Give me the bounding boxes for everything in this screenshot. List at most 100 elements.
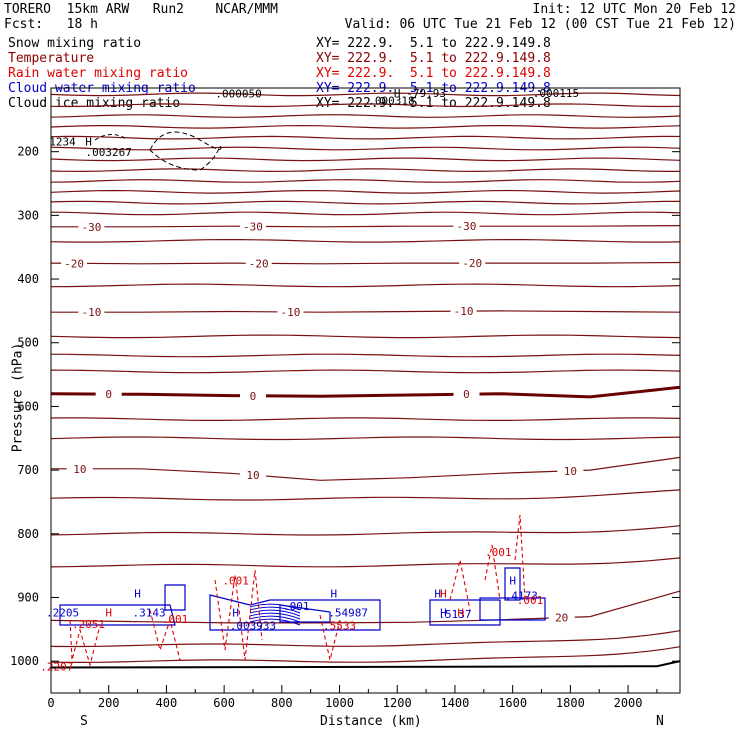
header-left-2: Fcst: 18 h: [4, 17, 98, 32]
temperature-contour: [50, 436, 681, 441]
contour-label-bg: [239, 389, 266, 402]
temperature-contour: [50, 124, 681, 129]
rain-contour: [484, 544, 501, 601]
rain-contour: [69, 619, 101, 668]
contour-label: 0: [463, 388, 470, 401]
x-tick-label: 600: [213, 696, 235, 710]
x-tick-label: 1800: [556, 696, 585, 710]
x-tick-label: 1600: [498, 696, 527, 710]
x-tick-label: 1200: [383, 696, 412, 710]
cloud-water-contour: [209, 594, 381, 631]
value-label: H: [330, 587, 337, 600]
legend-entry-name: Temperature: [8, 51, 95, 66]
cloud-water-contour: [479, 597, 546, 621]
contour-label: 10: [246, 469, 259, 482]
contour-label: -30: [81, 221, 101, 234]
contour-label-bg: [245, 257, 272, 270]
value-label: .003933: [230, 619, 276, 632]
contour-label: -30: [457, 220, 477, 233]
value-label: .001: [485, 546, 512, 559]
value-label: -79.93: [406, 87, 446, 100]
y-tick-label: 200: [17, 145, 39, 159]
temperature-contour: [50, 283, 681, 288]
x-tick-label: 800: [271, 696, 293, 710]
contour-label: 10: [73, 463, 86, 476]
contour-label: -10: [81, 306, 101, 319]
cloud-water-contour: [249, 606, 301, 614]
snow-contour: [94, 134, 126, 141]
y-tick-label: 600: [17, 399, 39, 413]
value-label: .2051: [72, 618, 105, 631]
y-tick-label: 1000: [10, 654, 39, 668]
cloud-water-contour: [249, 603, 301, 611]
contour-label-bg: [450, 305, 477, 318]
temperature-contour: [50, 489, 681, 501]
value-label: 1234: [49, 135, 76, 148]
rain-contour: [449, 559, 471, 611]
temperature-contour: [50, 557, 681, 568]
legend-entry-xy: XY= 222.9. 5.1 to 222.9.149.8: [316, 51, 551, 66]
temperature-contour-10: [51, 456, 681, 481]
contour-label: -20: [462, 257, 482, 270]
contour-label-bg: [95, 388, 122, 401]
value-label: .001: [222, 575, 249, 588]
contour-label-bg: [78, 306, 105, 319]
legend-entry-name: Cloud ice mixing ratio: [8, 96, 181, 111]
contour-label: -20: [64, 257, 84, 270]
mixing-ratio-contours: [59, 131, 546, 668]
contour-label-bg: [453, 220, 480, 233]
contour-label-bg: [548, 611, 575, 624]
value-label: H: [394, 87, 401, 100]
temperature-contour: [50, 630, 681, 648]
x-tick-label: 0: [47, 696, 54, 710]
value-label: .5137: [438, 608, 471, 621]
temperature-contour: [50, 200, 680, 205]
contour-label-bg: [78, 220, 105, 233]
temperature-contour--10: [51, 310, 681, 313]
surface-line: [50, 660, 681, 669]
temperature-contours: -30 -30 -30 -20 -20 -20 -10 -10 -10 0 0 0 10 10 10 20: [50, 92, 681, 669]
value-label: .000050: [215, 88, 261, 101]
y-tick-label: 500: [17, 336, 39, 350]
value-label: .001: [162, 613, 189, 626]
temperature-contour: [50, 114, 681, 118]
y-axis-label: Pressure (hPa): [10, 342, 26, 453]
value-label: .54987: [328, 607, 368, 620]
contour-label-bg: [557, 464, 584, 477]
value-label: .4173: [505, 589, 538, 602]
value-label: .5533: [323, 619, 356, 632]
axes: 0 200 400 600 800 1000 1200 1400 1600 1800 2000200…: [10, 87, 681, 710]
snow-contour: [149, 131, 222, 171]
temperature-contour-20: [50, 590, 681, 624]
x-axis-label: Distance (km): [320, 714, 422, 729]
cloud-water-contour: [249, 609, 301, 617]
value-label: .001: [283, 600, 310, 613]
header-left-1: TORERO 15km ARW Run2 NCAR/MMM: [4, 2, 278, 17]
header-right-1: Init: 12 UTC Mon 20 Feb 12: [532, 2, 737, 17]
y-tick-label: 900: [17, 590, 39, 604]
value-label: .003267: [86, 146, 132, 159]
legend-entry-name: Rain water mixing ratio: [8, 66, 189, 81]
temperature-contour-0: [50, 385, 681, 399]
cloud-water-contour: [249, 618, 301, 626]
x-tick-label: 1400: [440, 696, 469, 710]
contour-label: 20: [555, 612, 568, 625]
temperature-contour: [50, 103, 681, 108]
value-label: .000318: [368, 95, 414, 108]
contour-label: -10: [281, 306, 301, 319]
temperature-contour: [50, 211, 681, 216]
value-label: H: [509, 575, 516, 588]
rain-contour: [214, 569, 263, 661]
contour-label: -20: [249, 257, 269, 270]
value-label: .2207: [40, 661, 73, 674]
temperature-contour: [50, 334, 681, 339]
contour-label: 0: [105, 388, 112, 401]
value-label: H: [440, 587, 447, 600]
cloud-water-contour: [249, 615, 301, 623]
cloud-water-contour: [164, 584, 186, 611]
legend-entry-xy: XY= 222.9. 5.1 to 222.9.149.8: [316, 36, 551, 51]
contour-label: -10: [454, 305, 474, 318]
contour-label-bg: [61, 257, 88, 270]
